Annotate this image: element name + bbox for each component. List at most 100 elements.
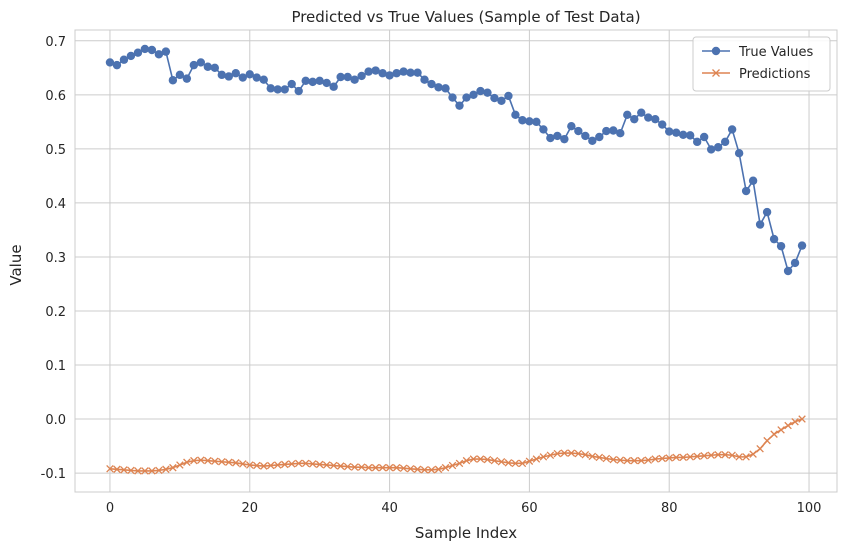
data-point [623, 456, 632, 465]
data-point [294, 459, 303, 468]
data-point [756, 445, 764, 453]
data-point [734, 149, 744, 158]
data-point [546, 133, 555, 143]
data-point [497, 96, 506, 105]
data-point [658, 120, 667, 129]
data-point [336, 462, 345, 470]
y-tick-label: 0.3 [45, 251, 66, 266]
data-point [748, 176, 758, 185]
data-point [252, 73, 261, 82]
y-tick-label: 0.2 [45, 305, 66, 320]
data-point [637, 108, 646, 117]
data-point [735, 453, 743, 461]
data-point [539, 125, 548, 134]
data-point [707, 451, 715, 460]
data-point [343, 462, 352, 471]
data-point [120, 466, 128, 474]
data-point [154, 50, 164, 59]
data-point [630, 114, 639, 124]
data-point [273, 461, 282, 469]
chart-title: Predicted vs True Values (Sample of Test… [291, 8, 640, 26]
data-point [308, 77, 317, 87]
legend: True Values Predictions [692, 36, 831, 92]
x-axis-label: Sample Index [415, 524, 517, 542]
data-point [434, 465, 443, 474]
data-point [134, 467, 142, 475]
y-tick-label: 0.0 [45, 413, 66, 428]
data-point [749, 450, 757, 458]
data-point [105, 58, 115, 67]
data-point [176, 461, 184, 469]
data-point [574, 126, 583, 136]
data-point [301, 459, 310, 468]
data-point [741, 186, 751, 196]
x-tick-label: 0 [106, 501, 114, 516]
data-point [315, 76, 324, 85]
legend-label: True Values [738, 45, 813, 60]
data-point [301, 76, 310, 85]
data-point [791, 417, 799, 426]
data-point [315, 460, 324, 469]
data-point [385, 463, 394, 472]
data-point [525, 117, 534, 126]
data-point [706, 145, 716, 154]
data-point [462, 456, 471, 465]
data-point [155, 466, 163, 475]
data-point [714, 450, 722, 459]
data-point [644, 456, 653, 464]
data-point [357, 71, 366, 81]
data-point [469, 90, 478, 100]
data-point [133, 48, 143, 57]
data-point [183, 458, 191, 467]
data-point [511, 110, 520, 120]
data-point [399, 464, 408, 472]
data-point [490, 456, 499, 465]
data-point [168, 76, 178, 85]
data-point [413, 68, 422, 77]
data-point [336, 72, 345, 82]
data-point [553, 131, 562, 141]
data-point [322, 78, 331, 88]
data-point [644, 113, 653, 122]
data-point [406, 465, 415, 473]
y-tick-label: 0.4 [45, 197, 66, 212]
data-point [462, 93, 471, 102]
data-point [790, 258, 800, 268]
data-point [308, 460, 317, 468]
data-point [427, 79, 436, 89]
data-point [602, 454, 611, 463]
data-point [658, 454, 666, 463]
data-point [679, 130, 688, 140]
series-predictions [106, 415, 806, 475]
y-tick-label: 0.5 [45, 143, 66, 158]
data-point [672, 128, 681, 137]
data-point [147, 45, 157, 55]
data-point [266, 84, 275, 93]
data-point [665, 127, 674, 136]
data-point [728, 451, 736, 460]
data-point [266, 461, 275, 470]
data-point [616, 456, 625, 464]
data-point [127, 466, 135, 475]
data-point [329, 461, 338, 470]
data-point [665, 454, 673, 462]
data-point [280, 85, 289, 94]
x-tick-label: 100 [797, 501, 822, 516]
data-point [371, 463, 380, 472]
data-point [699, 132, 709, 142]
data-point [581, 131, 590, 141]
data-point [232, 459, 240, 467]
data-point [602, 126, 611, 136]
data-point [769, 234, 779, 244]
data-point [776, 241, 786, 251]
data-point [532, 455, 541, 463]
data-point [141, 467, 149, 475]
data-point [679, 453, 687, 462]
legend-label: Predictions [739, 67, 811, 82]
data-point [350, 463, 359, 471]
data-point [560, 134, 569, 144]
data-point [182, 74, 192, 83]
data-point [553, 449, 562, 458]
data-point [140, 44, 150, 54]
data-point [238, 73, 247, 82]
